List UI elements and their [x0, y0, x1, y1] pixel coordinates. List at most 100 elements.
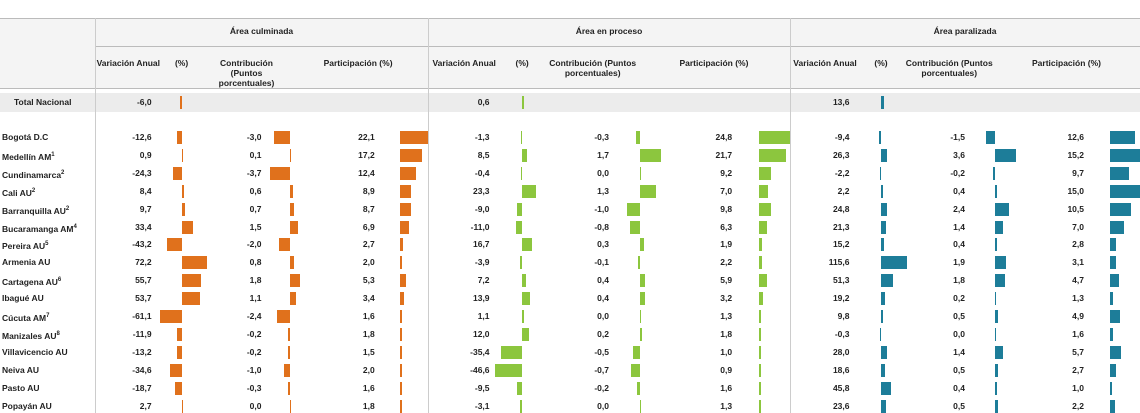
- cell-value: 0,1: [249, 149, 262, 160]
- cell-value: -0,8: [594, 221, 609, 232]
- bar: [881, 202, 887, 216]
- cell-value: -0,1: [594, 257, 609, 268]
- cell-value: 12,6: [1067, 132, 1084, 142]
- bar: [399, 238, 404, 252]
- cell-value: -1,0: [246, 364, 262, 375]
- cell-value: 6,3: [720, 221, 733, 232]
- cell-value: -0,4: [474, 167, 490, 178]
- bar: [279, 238, 290, 252]
- cell-value: -46,6: [470, 364, 490, 375]
- cell-value: -0,2: [246, 328, 262, 339]
- cell-value: -9,4: [834, 132, 850, 142]
- rule: [0, 88, 1140, 89]
- bar: [759, 202, 772, 216]
- cell-value: -11,9: [132, 328, 152, 339]
- group-header: Área culminada: [229, 26, 294, 36]
- bar: [399, 381, 402, 395]
- bar: [994, 274, 1006, 288]
- cell-value: 2,2: [720, 257, 733, 268]
- row-label: Ibagué AU: [2, 293, 44, 304]
- bar: [1110, 274, 1120, 288]
- bar: [515, 220, 523, 234]
- cell-value: 1,8: [249, 275, 262, 286]
- bar: [175, 381, 182, 395]
- cell-value: -0,3: [594, 132, 609, 142]
- bar: [1110, 220, 1124, 234]
- cell-value: -0,2: [594, 382, 609, 393]
- column-header: Variación Anual: [96, 58, 161, 68]
- bar: [994, 220, 1003, 234]
- cell-value: 8,4: [139, 185, 152, 196]
- cell-value: 1,6: [362, 382, 375, 393]
- bar: [993, 166, 995, 180]
- cell-value: -11,0: [470, 221, 490, 232]
- cell-value: 1,8: [362, 400, 375, 411]
- cell-value: 24,8: [715, 132, 733, 142]
- cell-value: 1,3: [1072, 293, 1084, 304]
- bar: [522, 310, 524, 323]
- cell-value: 15,2: [832, 239, 850, 250]
- column-header: Participación (%): [679, 58, 749, 68]
- bar: [1110, 256, 1117, 270]
- cell-value: 3,6: [953, 149, 965, 160]
- bar: [994, 148, 1016, 162]
- bar: [1110, 166, 1130, 180]
- column-header: Contribución (Puntos porcentuales): [905, 58, 993, 78]
- footnote-mark: 1: [51, 151, 55, 158]
- bar: [181, 148, 184, 162]
- bar: [881, 238, 885, 252]
- cell-value: 1,5: [249, 221, 262, 232]
- cell-value: 33,4: [135, 221, 152, 232]
- cell-value: 2,2: [837, 185, 850, 196]
- bar: [1110, 363, 1116, 377]
- cell-value: 9,8: [837, 311, 850, 321]
- cell-value: -3,7: [246, 167, 262, 178]
- cell-value: -9,0: [474, 203, 490, 214]
- bar: [881, 220, 886, 234]
- cell-value: 18,6: [832, 364, 850, 375]
- bar: [1110, 131, 1135, 144]
- bar: [759, 166, 771, 180]
- bar: [177, 327, 182, 341]
- bar: [399, 184, 412, 198]
- cell-value: -3,0: [246, 132, 262, 142]
- cell-value: 8,5: [477, 149, 490, 160]
- bar: [1110, 292, 1113, 306]
- footnote-mark: 6: [57, 277, 62, 284]
- cell-value: 51,3: [832, 275, 850, 286]
- cell-value: -1,0: [594, 203, 609, 214]
- cell-value: 6,9: [362, 221, 375, 232]
- bar: [522, 238, 532, 252]
- cell-value: -0,5: [594, 346, 609, 357]
- bar: [501, 345, 523, 359]
- bar: [639, 184, 657, 198]
- bar: [629, 220, 640, 234]
- row-label: Bogotá D.C: [2, 132, 49, 142]
- cell-value: 9,7: [139, 203, 152, 214]
- bar: [994, 327, 997, 341]
- row-label: Total Nacional: [14, 97, 72, 107]
- cell-value: 2,7: [362, 239, 375, 250]
- bar: [289, 202, 294, 216]
- cell-value: -0,2: [950, 167, 965, 178]
- cell-value: 0,7: [249, 203, 262, 214]
- bar: [759, 184, 768, 198]
- bar: [288, 381, 290, 395]
- bar: [759, 220, 768, 234]
- cell-value: 3,4: [362, 293, 375, 304]
- row-label: Cali AU2: [2, 187, 36, 198]
- bar: [986, 131, 995, 144]
- bar: [881, 399, 887, 413]
- footnote-mark: 2: [65, 205, 70, 212]
- cell-value: 1,8: [362, 328, 375, 339]
- cell-value: 0,6: [249, 185, 262, 196]
- bar: [399, 399, 402, 413]
- bar: [494, 363, 523, 377]
- cell-value: -0,3: [834, 328, 850, 339]
- bar: [522, 184, 536, 198]
- cell-value: 55,7: [135, 275, 152, 286]
- bar: [288, 327, 290, 341]
- cell-value: 1,0: [1072, 382, 1084, 393]
- cell-value: 1,8: [953, 275, 965, 286]
- cell-value: 0,5: [953, 364, 965, 375]
